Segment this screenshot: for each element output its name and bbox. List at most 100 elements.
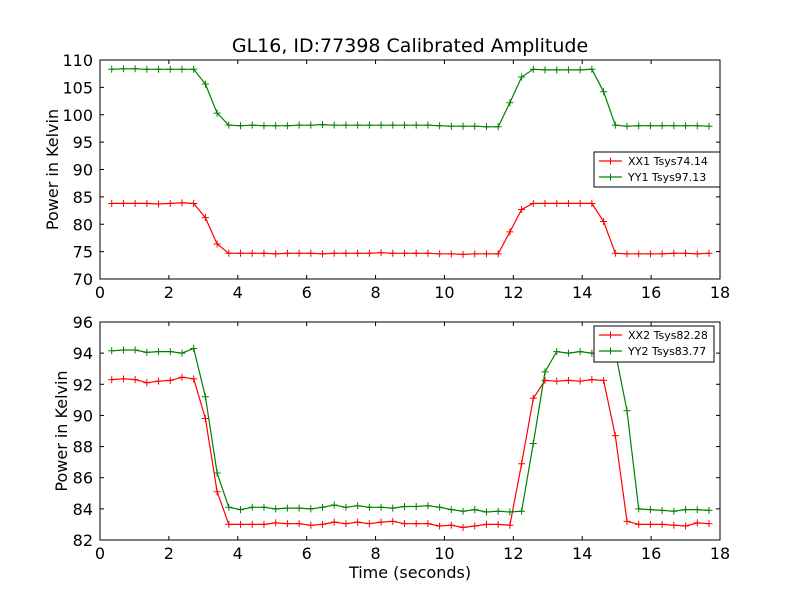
data-point <box>319 520 327 528</box>
legend-label-1: XX1 Tsys74.14 <box>628 155 708 168</box>
data-point <box>190 375 198 383</box>
data-point <box>166 348 174 356</box>
data-point <box>119 346 127 354</box>
data-point <box>482 508 490 516</box>
series-markers-2 <box>108 65 713 131</box>
data-point <box>319 250 327 258</box>
data-point <box>260 249 268 257</box>
data-point <box>553 348 561 356</box>
data-point <box>143 65 151 73</box>
axes-frame <box>99 321 721 541</box>
data-point <box>623 122 631 130</box>
data-point <box>237 520 245 528</box>
data-point <box>541 66 549 74</box>
y-tick-label: 85 <box>73 188 93 207</box>
data-point <box>412 503 420 511</box>
data-point <box>225 121 233 129</box>
data-point <box>459 507 467 515</box>
data-point <box>424 502 432 510</box>
data-point <box>705 249 713 257</box>
x-tick-label: 0 <box>95 544 105 563</box>
x-tick-label: 2 <box>164 544 174 563</box>
data-point <box>377 249 385 257</box>
data-point <box>283 249 291 257</box>
data-point <box>330 249 338 257</box>
data-point <box>541 199 549 207</box>
data-point <box>248 520 256 528</box>
data-point <box>518 73 526 81</box>
data-point <box>646 506 654 514</box>
data-point <box>424 121 432 129</box>
data-point <box>576 199 584 207</box>
data-point <box>494 520 502 528</box>
data-point <box>295 249 303 257</box>
x-tick-label: 16 <box>641 544 661 563</box>
data-point <box>658 506 666 514</box>
legend-marker-2 <box>607 347 614 355</box>
data-point <box>518 460 526 468</box>
data-point <box>541 376 549 384</box>
data-point <box>518 507 526 515</box>
data-point <box>213 469 221 477</box>
data-point <box>190 344 198 352</box>
data-point <box>213 488 221 496</box>
legend-label-2: YY1 Tsys97.13 <box>627 171 706 184</box>
data-point <box>494 507 502 515</box>
data-point <box>635 520 643 528</box>
data-point <box>108 347 116 355</box>
data-point <box>541 368 549 376</box>
data-point <box>576 66 584 74</box>
data-point <box>518 205 526 213</box>
x-tick-label: 8 <box>370 544 380 563</box>
data-point <box>553 199 561 207</box>
data-point <box>365 249 373 257</box>
data-point <box>588 376 596 384</box>
data-point <box>693 506 701 514</box>
x-tick-label: 10 <box>434 544 454 563</box>
data-point <box>201 80 209 88</box>
data-point <box>201 415 209 423</box>
data-point <box>494 250 502 258</box>
data-point <box>693 122 701 130</box>
data-point <box>564 199 572 207</box>
data-point <box>705 520 713 528</box>
data-point <box>693 519 701 527</box>
data-point <box>201 214 209 222</box>
data-point <box>178 373 186 381</box>
data-point <box>307 249 315 257</box>
data-point <box>471 122 479 130</box>
data-point <box>436 503 444 511</box>
series-line-1 <box>111 202 710 256</box>
data-point <box>447 521 455 529</box>
data-point <box>506 508 514 516</box>
data-point <box>412 520 420 528</box>
x-tick-label: 6 <box>302 283 312 302</box>
data-point <box>237 506 245 514</box>
data-point <box>529 394 537 402</box>
data-point <box>295 121 303 129</box>
data-point <box>201 393 209 401</box>
data-point <box>155 200 163 208</box>
y-tick-label: 82 <box>73 531 93 550</box>
data-point <box>459 122 467 130</box>
data-point <box>623 407 631 415</box>
data-point <box>705 122 713 130</box>
y-axis-label: Power in Kelvin <box>43 109 62 230</box>
x-tick-label: 12 <box>503 544 523 563</box>
data-point <box>564 349 572 357</box>
legend-label-2: YY2 Tsys83.77 <box>627 345 706 358</box>
x-tick-label: 4 <box>233 544 243 563</box>
figure-title: GL16, ID:77398 Calibrated Amplitude <box>232 35 588 57</box>
data-point <box>658 520 666 528</box>
data-point <box>471 250 479 258</box>
data-point <box>400 121 408 129</box>
data-point <box>330 501 338 509</box>
y-tick-label: 70 <box>73 270 93 289</box>
data-point <box>682 506 690 514</box>
data-point <box>143 199 151 207</box>
data-point <box>459 250 467 258</box>
data-point <box>260 520 268 528</box>
data-point <box>670 507 678 515</box>
data-point <box>436 122 444 130</box>
data-point <box>213 109 221 117</box>
